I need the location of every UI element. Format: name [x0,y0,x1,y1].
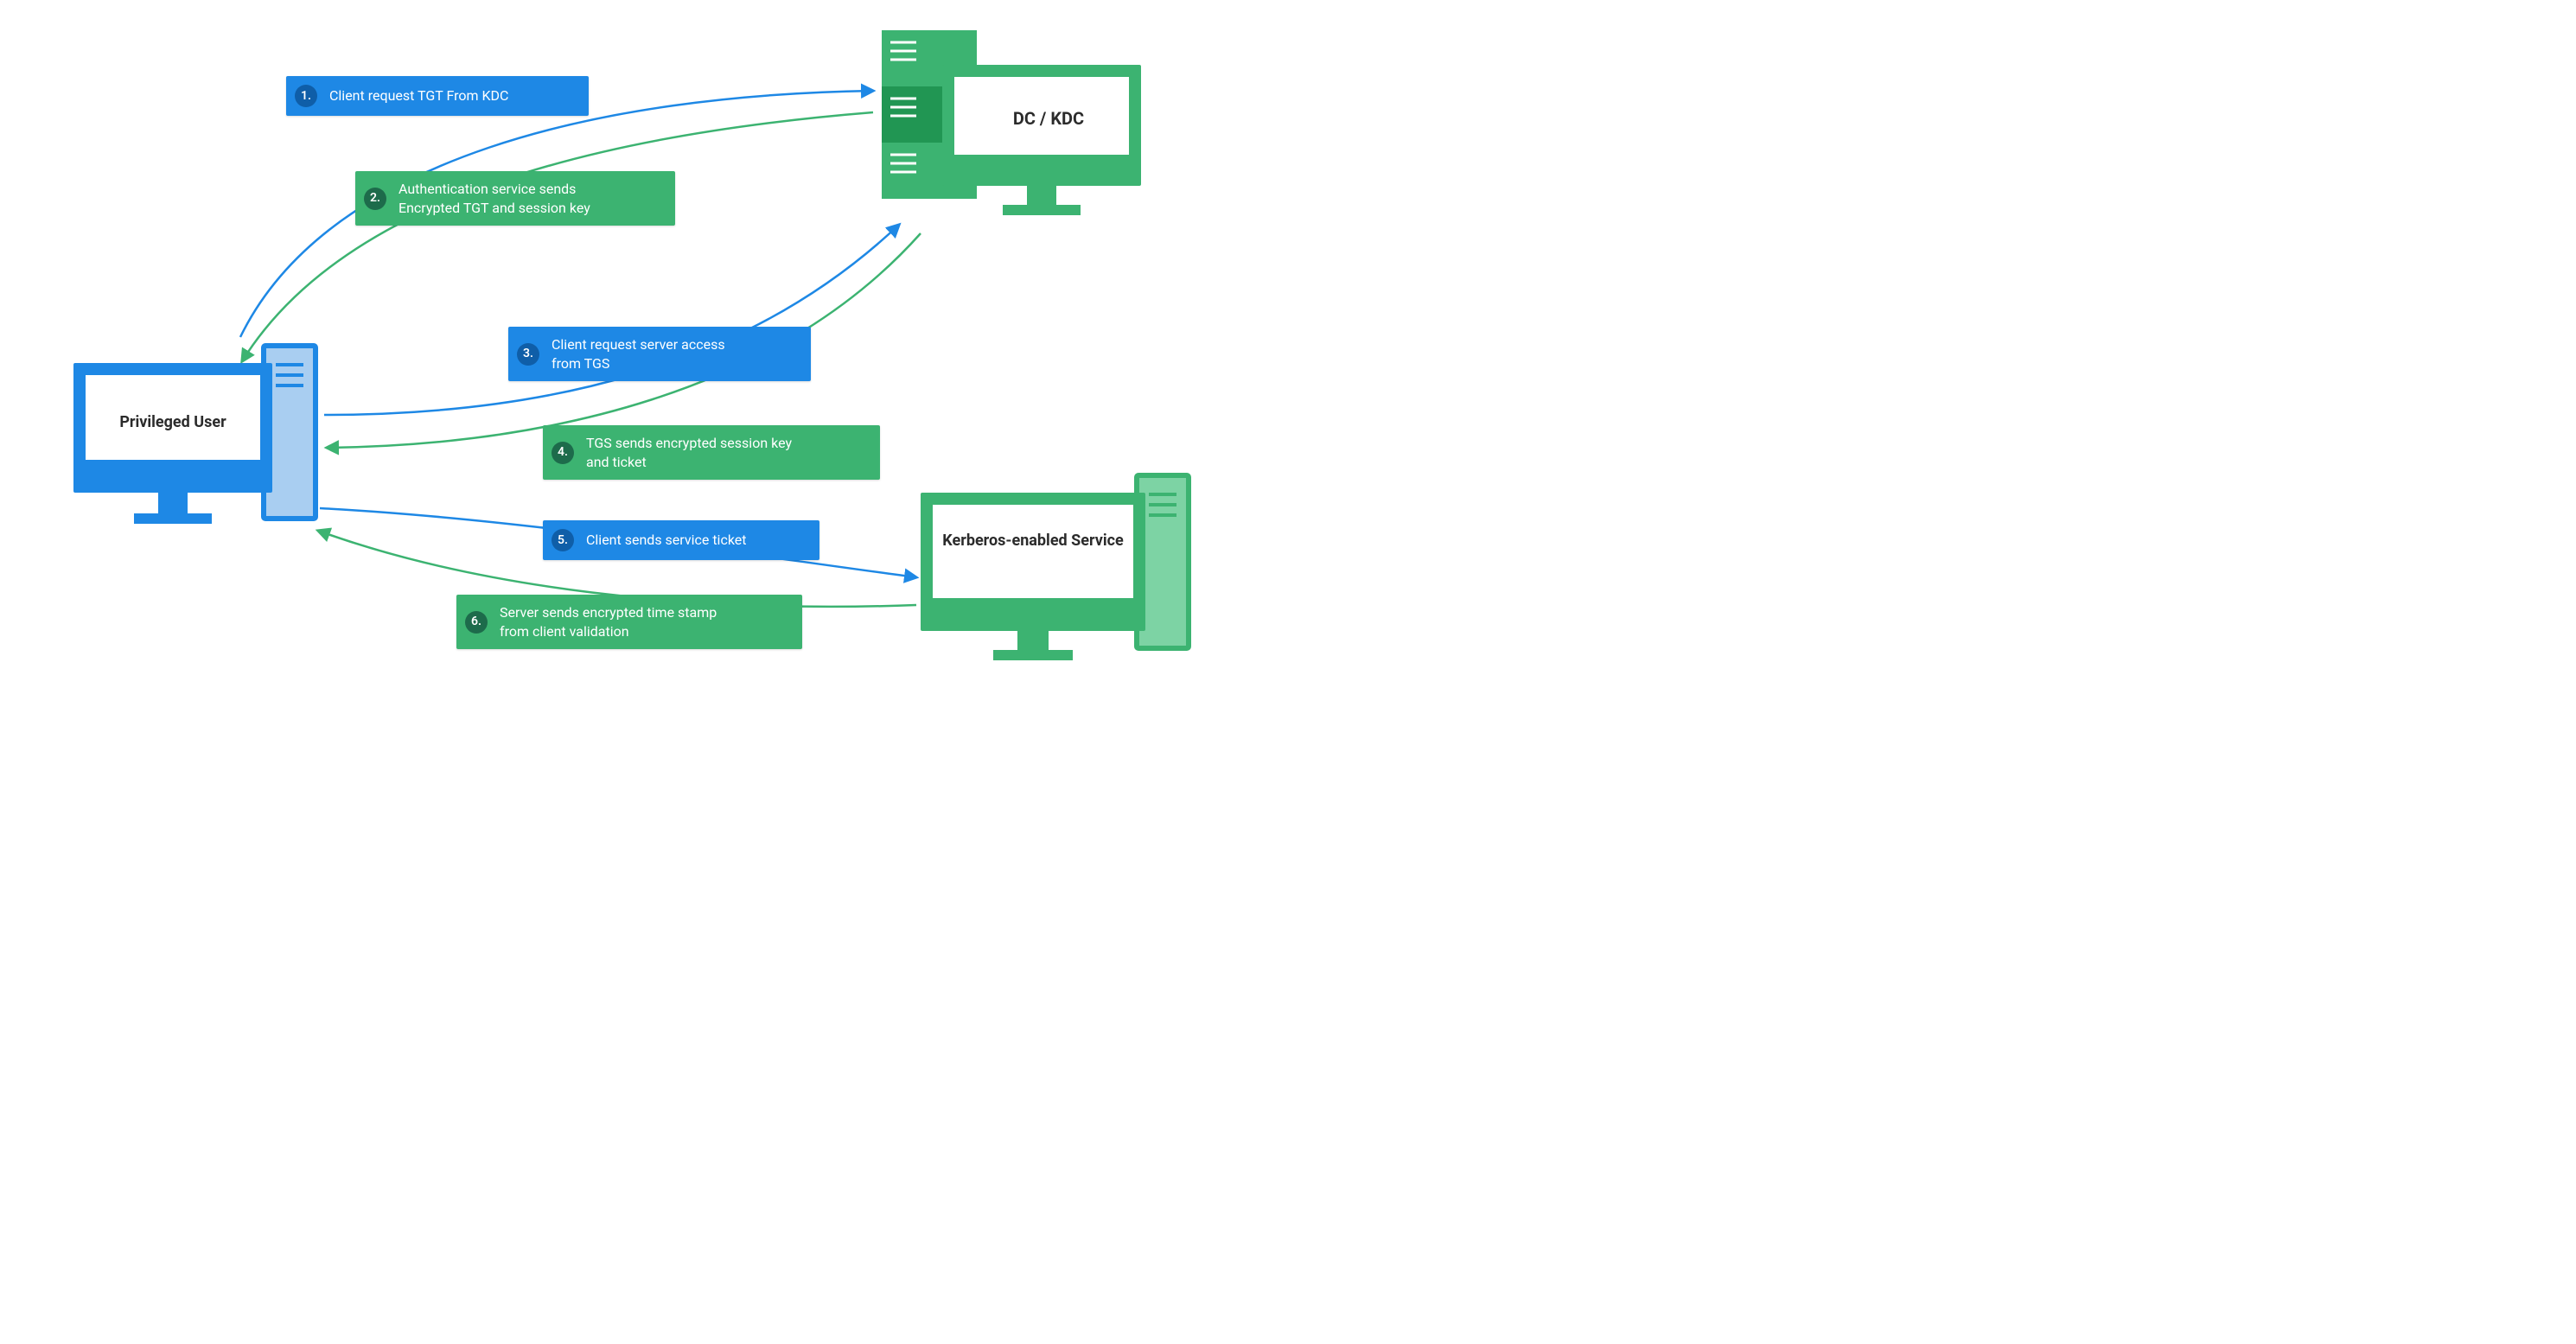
step-6-badge: 6. [465,611,488,634]
step-5-badge: 5. [552,529,574,551]
step-4-text: TGS sends encrypted session key and tick… [586,434,792,471]
step-1-text: Client request TGT From KDC [329,86,508,105]
step-3-label: 3. Client request server access from TGS [508,327,811,381]
step-4-label: 4. TGS sends encrypted session key and ti… [543,425,880,480]
step-1-badge: 1. [295,85,317,107]
step-2-label: 2. Authentication service sends Encrypted… [355,171,675,226]
step-5-text: Client sends service ticket [586,531,747,550]
step-3-text: Client request server access from TGS [552,335,725,373]
kerberos-service-label: Kerberos-enabled Service [938,532,1128,550]
step-6-label: 6. Server sends encrypted time stamp from… [456,595,802,649]
kerberos-flow-diagram: Privileged User DC / KDC Kerberos-enable… [0,0,1288,672]
step-5-label: 5. Client sends service ticket [543,520,819,560]
step-2-text: Authentication service sends Encrypted T… [399,180,590,217]
step-3-badge: 3. [517,343,539,366]
step-2-badge: 2. [364,188,386,210]
step-6-text: Server sends encrypted time stamp from c… [500,603,717,640]
step-1-label: 1. Client request TGT From KDC [286,76,589,116]
step-4-badge: 4. [552,442,574,464]
